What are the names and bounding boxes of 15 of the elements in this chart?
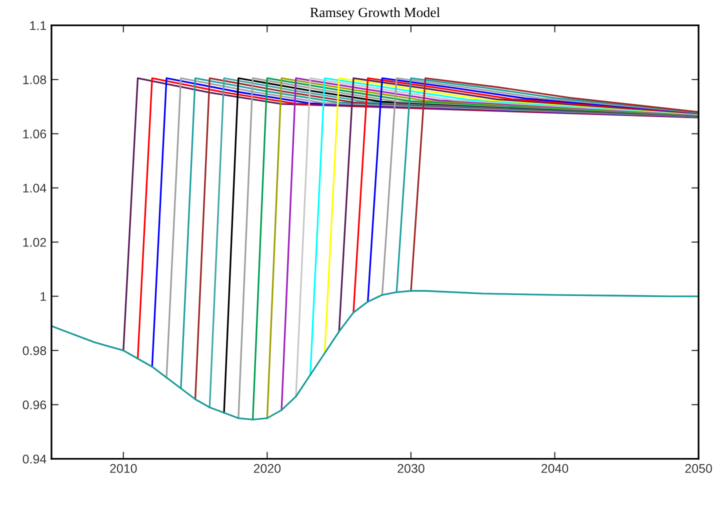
y-tick-label: 1.02 — [23, 238, 46, 247]
y-tick-label: 1.04 — [23, 184, 46, 193]
y-tick-label: 1 — [40, 292, 46, 301]
chart-title: Ramsey Growth Model — [310, 7, 440, 20]
x-tick-label: 2020 — [254, 464, 281, 473]
y-tick-label: 0.94 — [22, 454, 46, 464]
y-tick-label: 0.96 — [22, 400, 46, 410]
x-tick-label: 2050 — [685, 464, 712, 473]
y-tick-label: 1.08 — [23, 75, 46, 84]
y-tick-label: 0.98 — [22, 346, 46, 356]
x-tick-label: 2040 — [541, 464, 568, 473]
x-tick-label: 2030 — [398, 464, 424, 473]
x-tick-label: 2010 — [110, 464, 137, 473]
y-tick-label: 1.1 — [30, 21, 46, 30]
y-tick-label: 1.06 — [23, 130, 46, 138]
